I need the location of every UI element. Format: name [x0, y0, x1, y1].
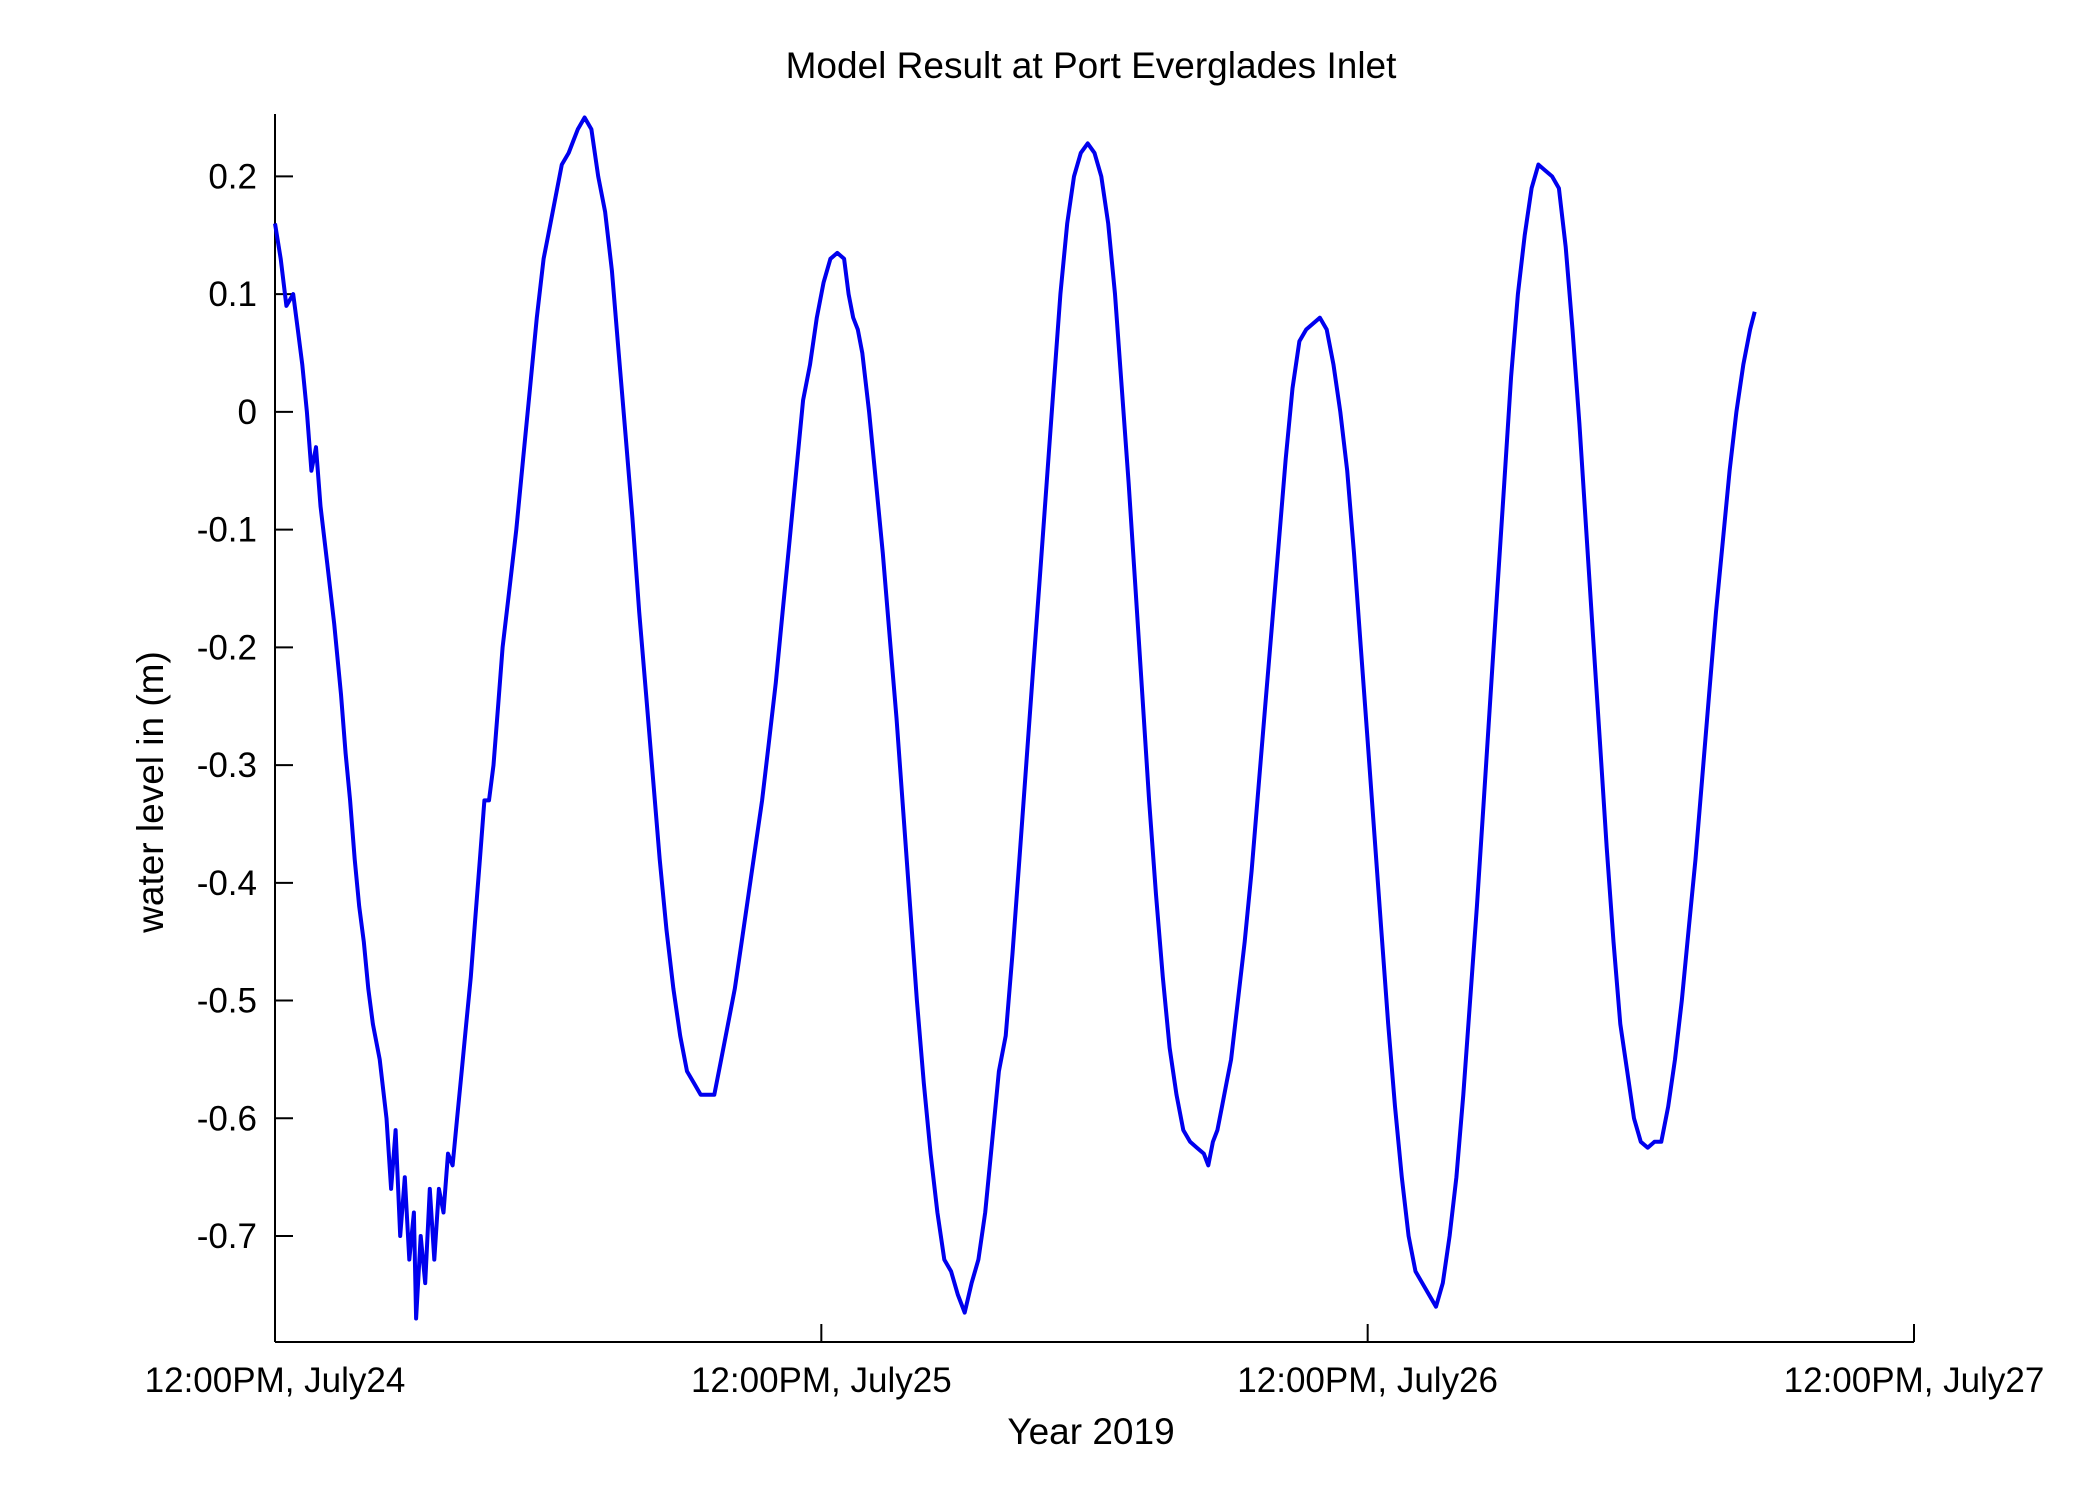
- series-line: [273, 115, 1757, 1321]
- y-axis-label: water level in (m): [130, 651, 171, 934]
- y-tick-label: -0.6: [197, 1099, 257, 1138]
- plot-area: 0.2 0.1 0 -0.1 -0.2 -0.3 -0.4 -0.5 -0.6 -0.7 12:00…: [145, 114, 2045, 1400]
- y-tick-label: 0.1: [208, 275, 257, 314]
- y-tick-label: -0.3: [197, 746, 257, 785]
- x-tick-label: 12:00PM, July27: [1784, 1361, 2045, 1400]
- chart-title: Model Result at Port Everglades Inlet: [786, 45, 1398, 86]
- y-tick-label: 0: [238, 393, 257, 432]
- y-tick-label: -0.2: [197, 628, 257, 667]
- y-tick-label: 0.2: [208, 157, 257, 196]
- x-axis-label: Year 2019: [1007, 1411, 1174, 1452]
- y-tick-label: -0.4: [197, 864, 257, 903]
- x-tick-label: 12:00PM, July24: [145, 1361, 406, 1400]
- y-tick-label: -0.1: [197, 511, 257, 550]
- y-tick-label: -0.7: [197, 1217, 257, 1256]
- x-tick-label: 12:00PM, July26: [1237, 1361, 1498, 1400]
- x-tick-label: 12:00PM, July25: [691, 1361, 952, 1400]
- y-tick-label: -0.5: [197, 982, 257, 1021]
